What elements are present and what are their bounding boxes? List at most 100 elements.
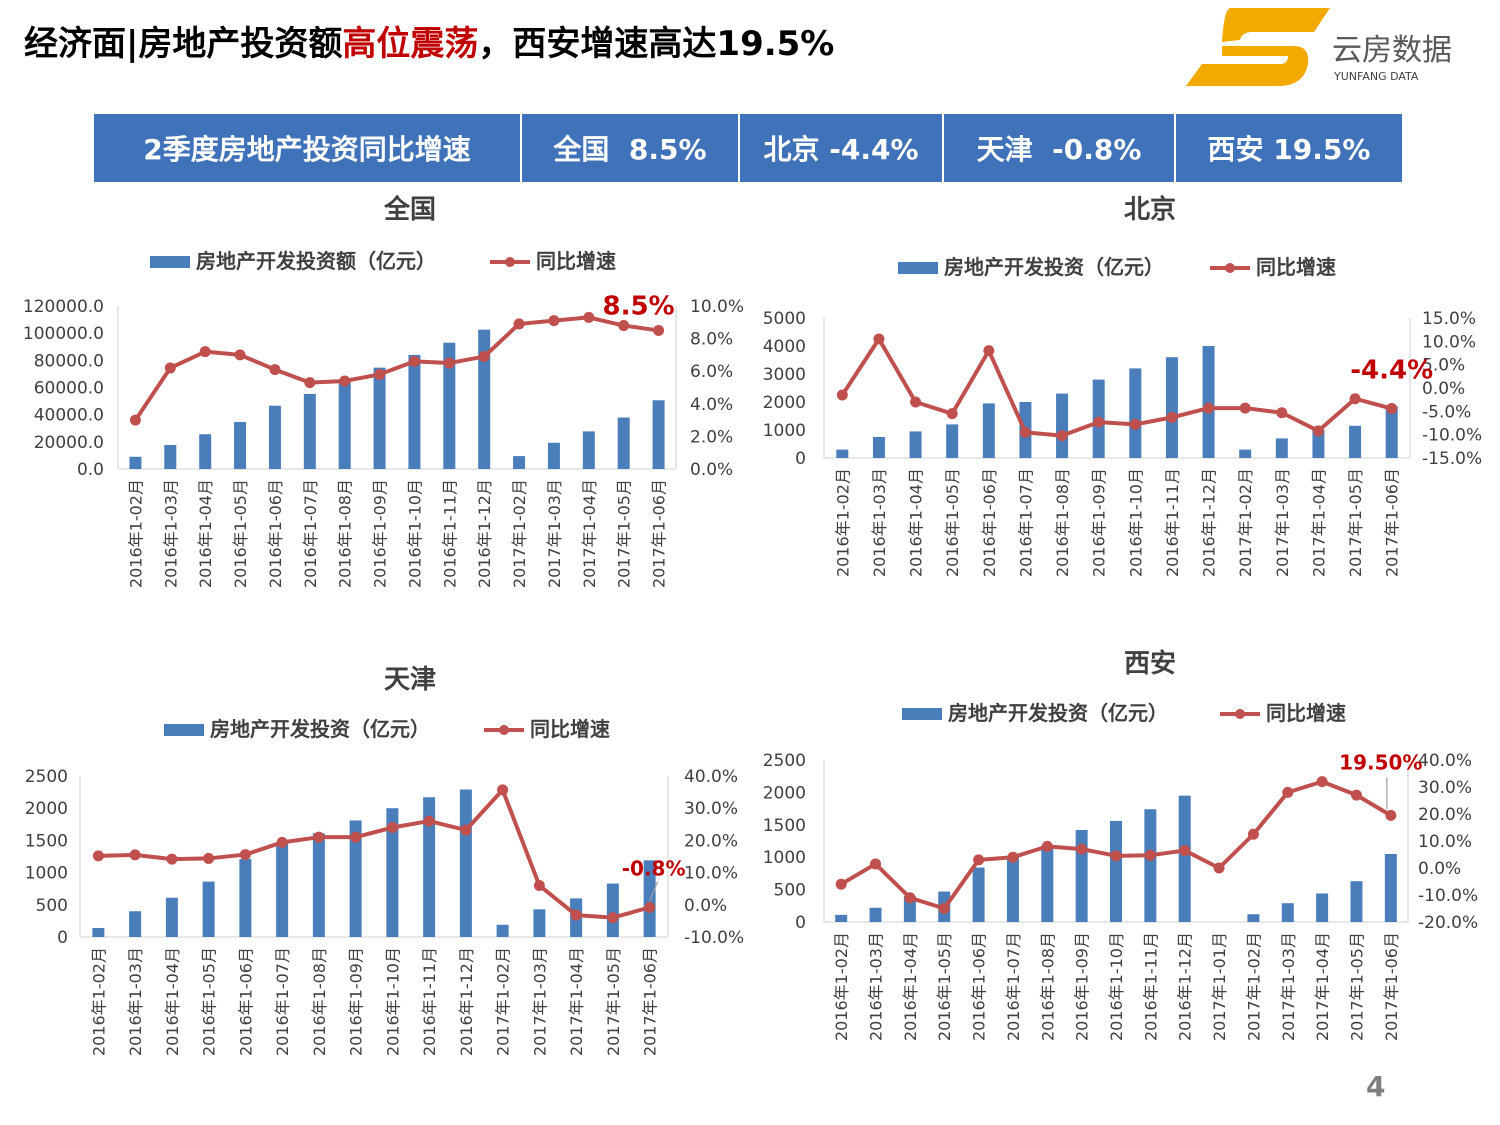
legend-line-marker — [1225, 263, 1235, 273]
legend-line-marker — [499, 725, 509, 735]
right-tick-label: 5.0% — [1422, 356, 1465, 376]
right-tick-label: 10.0% — [1418, 832, 1472, 852]
legend-line-label: 同比增速 — [1256, 255, 1336, 279]
growth-point — [513, 318, 525, 330]
category-label: 2016年1-04月 — [901, 932, 920, 1041]
growth-point — [423, 815, 435, 827]
category-label: 2016年1-08月 — [336, 479, 355, 588]
bar — [276, 843, 289, 937]
growth-point — [1213, 862, 1225, 874]
left-tick-label: 0 — [795, 449, 806, 469]
category-label: 2017年1-01月 — [1210, 932, 1229, 1041]
growth-point — [533, 879, 545, 891]
left-tick-label: 2000 — [763, 393, 806, 413]
category-label: 2017年1-03月 — [1273, 468, 1292, 577]
bar — [652, 400, 665, 469]
growth-point — [607, 912, 619, 924]
right-tick-label: 0.0% — [684, 896, 727, 916]
category-label: 2017年1-06月 — [641, 947, 660, 1056]
category-label: 2016年1-08月 — [310, 947, 329, 1056]
banner-national: 全国 8.5% — [522, 114, 740, 182]
bar — [1041, 845, 1054, 922]
growth-point — [836, 389, 848, 401]
legend-bar-swatch — [902, 708, 942, 720]
growth-line — [98, 787, 651, 920]
growth-point — [234, 349, 246, 361]
category-label: 2016年1-09月 — [1090, 468, 1109, 577]
growth-point — [548, 315, 560, 327]
category-label: 2016年1-02月 — [126, 479, 145, 588]
growth-point — [1276, 407, 1288, 419]
bar — [1384, 853, 1397, 922]
bar — [643, 860, 656, 937]
bar — [1144, 809, 1157, 922]
growth-point — [1282, 786, 1294, 798]
bar — [606, 883, 619, 937]
category-label: 2017年1-06月 — [650, 479, 669, 588]
growth-point — [269, 364, 281, 376]
bar — [836, 449, 849, 458]
growth-point — [386, 822, 398, 834]
category-label: 2016年1-03月 — [870, 468, 889, 577]
right-tick-label: 0.0% — [690, 460, 733, 480]
right-tick-label: 10.0% — [684, 864, 738, 884]
legend-bar-swatch — [898, 262, 938, 274]
legend-bar-label: 房地产开发投资（亿元） — [210, 717, 430, 741]
chart-title: 北京 — [1124, 194, 1176, 225]
right-tick-label: -10.0% — [1422, 426, 1482, 446]
legend-line-label: 同比增速 — [1266, 701, 1346, 725]
right-tick-label: 40.0% — [684, 767, 738, 787]
category-label: 2017年1-03月 — [530, 947, 549, 1056]
category-label: 2016年1-11月 — [1141, 932, 1160, 1041]
growth-point — [199, 346, 211, 358]
legend-line-label: 同比增速 — [530, 717, 610, 741]
category-label: 2016年1-05月 — [943, 468, 962, 577]
growth-annotation: 8.5% — [603, 291, 675, 321]
right-tick-label: -10.0% — [684, 928, 744, 948]
category-label: 2017年1-03月 — [1279, 932, 1298, 1041]
growth-point — [1007, 851, 1019, 863]
category-label: 2016年1-10月 — [1126, 468, 1145, 577]
category-label: 2016年1-07月 — [1016, 468, 1035, 577]
category-label: 2017年1-05月 — [604, 947, 623, 1056]
bar — [972, 867, 985, 922]
category-label: 2016年1-10月 — [383, 947, 402, 1056]
category-label: 2017年1-03月 — [545, 479, 564, 588]
category-label: 2016年1-07月 — [1004, 932, 1023, 1041]
growth-point — [304, 377, 316, 389]
logo-mark-bottom — [1186, 46, 1309, 86]
bar — [1202, 346, 1215, 458]
bar — [1350, 881, 1363, 922]
bar — [582, 431, 595, 469]
category-label: 2017年1-04月 — [580, 479, 599, 588]
category-label: 2016年1-06月 — [236, 947, 255, 1056]
category-label: 2016年1-08月 — [1053, 468, 1072, 577]
bar — [239, 859, 252, 937]
growth-point — [653, 324, 665, 336]
right-tick-label: 6.0% — [690, 362, 733, 382]
bar — [164, 444, 177, 469]
chart-title: 天津 — [384, 665, 436, 695]
category-label: 2017年1-06月 — [1383, 468, 1402, 577]
growth-point — [1386, 403, 1398, 415]
category-label: 2016年1-11月 — [420, 947, 439, 1056]
growth-point — [983, 345, 995, 357]
category-label: 2016年1-08月 — [1038, 932, 1057, 1041]
bar — [1385, 406, 1398, 458]
left-tick-label: 2000 — [25, 799, 68, 819]
category-label: 2016年1-07月 — [273, 947, 292, 1056]
category-label: 2016年1-10月 — [405, 479, 424, 588]
bar — [338, 381, 351, 469]
growth-point — [1350, 789, 1362, 801]
legend-line-label: 同比增速 — [536, 249, 616, 273]
category-label: 2016年1-12月 — [1176, 932, 1195, 1041]
growth-point — [1019, 426, 1031, 438]
bar — [513, 456, 526, 469]
category-label: 2016年1-04月 — [163, 947, 182, 1056]
title-highlight: 高位震荡 — [342, 24, 479, 64]
category-label: 2016年1-06月 — [980, 468, 999, 577]
bar — [1056, 393, 1069, 458]
growth-point — [1056, 430, 1068, 442]
